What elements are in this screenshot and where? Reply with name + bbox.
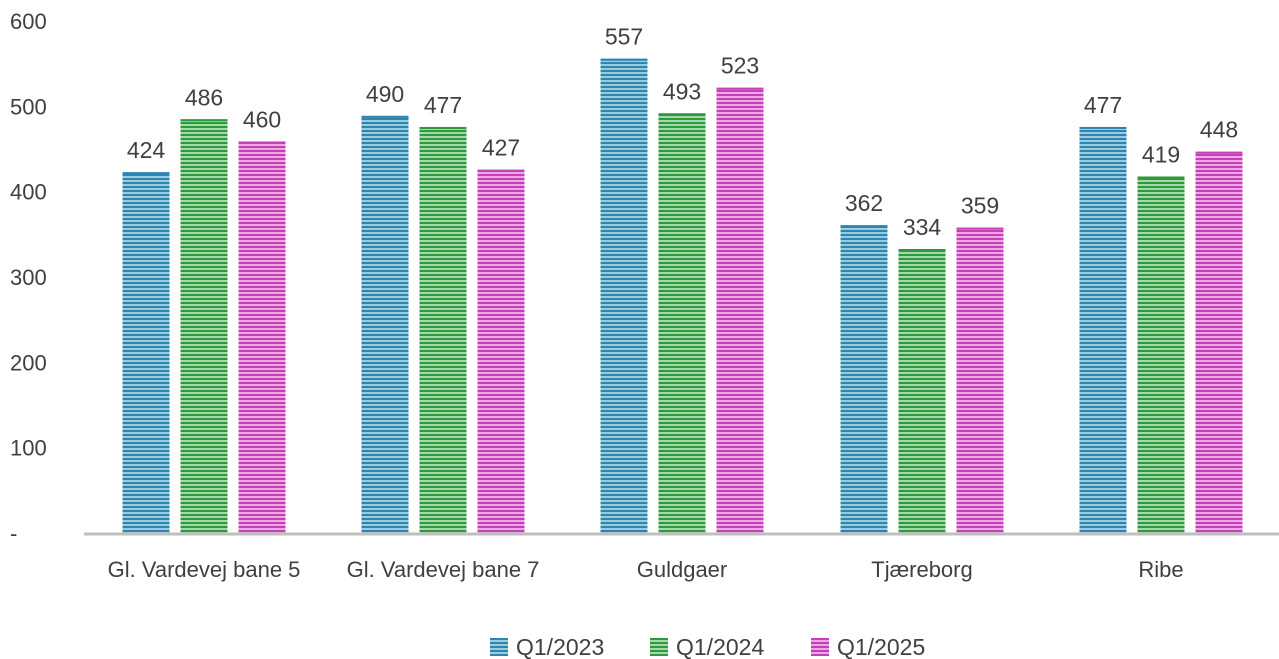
bar: [419, 126, 467, 535]
bar: [658, 113, 706, 534]
bar: [1195, 151, 1243, 534]
data-label: 477: [1084, 92, 1122, 118]
data-label: 486: [185, 84, 223, 110]
data-label: 424: [127, 137, 166, 163]
bar: [956, 227, 1004, 535]
y-tick-label: 200: [10, 350, 47, 375]
data-label: 359: [961, 193, 999, 219]
data-label: 448: [1200, 117, 1238, 143]
data-labels: 424 486 460 490 477 427 557 493 523 362 334 359 477 4…: [127, 24, 1238, 240]
legend-label: Q1/2025: [837, 634, 925, 659]
bar: [238, 141, 286, 534]
data-label: 477: [424, 92, 462, 118]
legend-swatch: [650, 638, 668, 656]
bar: [840, 225, 888, 535]
legend-label: Q1/2023: [516, 634, 604, 659]
bar: [716, 87, 764, 534]
bar: [477, 169, 525, 535]
x-tick-label: Ribe: [1138, 557, 1183, 582]
x-tick-label: Gl. Vardevej bane 7: [347, 557, 540, 582]
bar: [361, 115, 409, 534]
bar: [1079, 126, 1127, 535]
y-tick-label: -: [10, 521, 17, 546]
legend-label: Q1/2024: [676, 634, 764, 659]
legend-swatch: [490, 638, 508, 656]
y-tick-label: 400: [10, 180, 47, 205]
data-label: 460: [243, 106, 281, 132]
data-label: 419: [1142, 141, 1180, 167]
y-tick-label: 600: [10, 9, 47, 34]
bar: [180, 119, 228, 534]
x-tick-label: Guldgaer: [637, 557, 728, 582]
y-tick-label: 500: [10, 94, 47, 119]
bar: [600, 58, 648, 535]
bar: [1137, 176, 1185, 534]
bar: [122, 172, 170, 535]
x-tick-label: Tjæreborg: [871, 557, 972, 582]
y-tick-label: 100: [10, 436, 47, 461]
legend-swatch: [811, 638, 829, 656]
x-tick-label: Gl. Vardevej bane 5: [108, 557, 301, 582]
y-axis-ticks: - 100 200 300 400 500 600: [10, 9, 47, 546]
bars: [122, 58, 1243, 535]
data-label: 334: [903, 214, 942, 240]
data-label: 493: [663, 78, 701, 104]
x-axis-ticks: Gl. Vardevej bane 5 Gl. Vardevej bane 7 Gu…: [108, 557, 1184, 582]
data-label: 362: [845, 190, 883, 216]
data-label: 523: [721, 53, 759, 79]
data-label: 427: [482, 135, 520, 161]
data-label: 557: [605, 24, 643, 50]
legend: Q1/2023 Q1/2024 Q1/2025: [490, 634, 925, 659]
y-tick-label: 300: [10, 265, 47, 290]
data-label: 490: [366, 81, 404, 107]
bar: [898, 248, 946, 534]
